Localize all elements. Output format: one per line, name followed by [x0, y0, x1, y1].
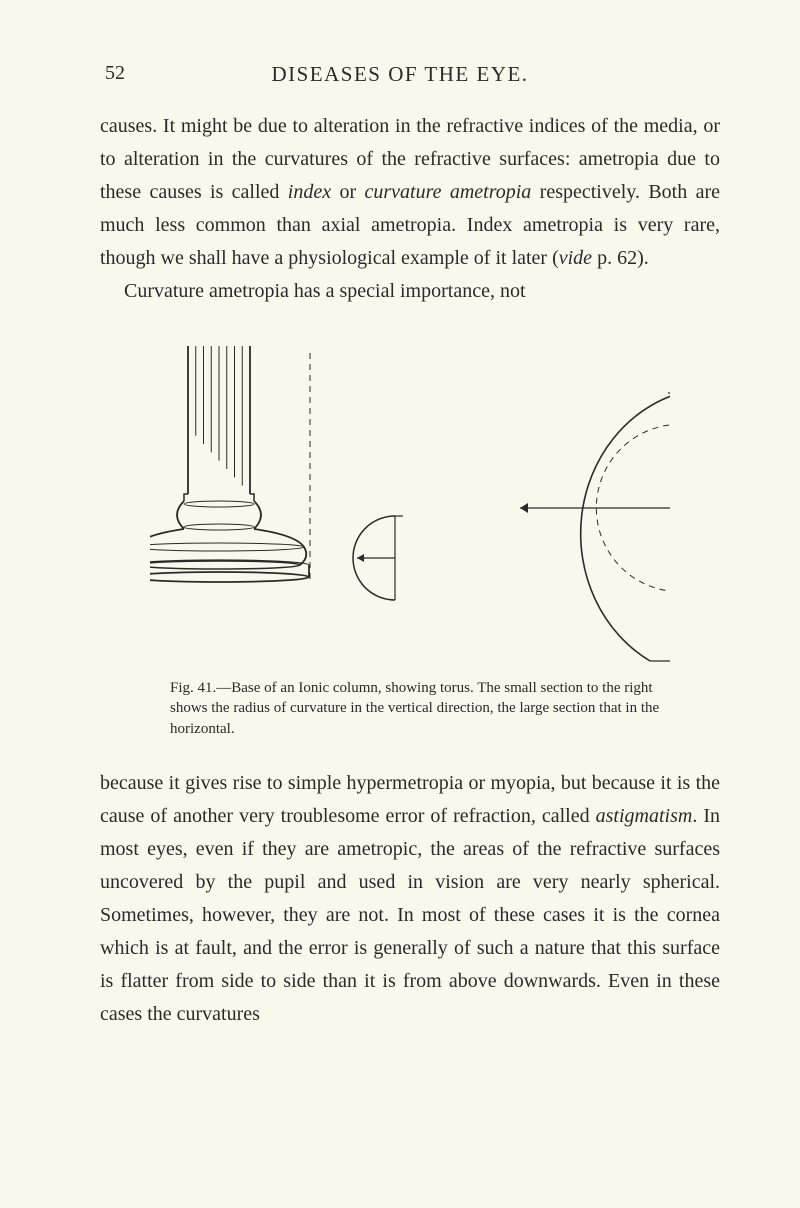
p1-italic-vide: vide [559, 247, 592, 269]
paragraph-1: causes. It might be due to alteration in… [100, 110, 720, 275]
figure-svg [150, 338, 670, 668]
figure-41 [100, 338, 720, 668]
p1-italic-index: index [288, 181, 331, 203]
figure-caption: Fig. 41.—Base of an Ionic column, showin… [170, 678, 670, 739]
paragraph-3: because it gives rise to simple hypermet… [100, 767, 720, 1031]
paragraph-2: Curvature ametropia has a special import… [100, 275, 720, 308]
p1-italic-curvature: curvature ametropia [364, 181, 531, 203]
p1-text-d: p. 62). [592, 247, 649, 269]
p1-text-b: or [331, 181, 364, 203]
p3-italic-astigmatism: astigmatism [596, 805, 693, 827]
p3-text-b: . In most eyes, even if they are ametrop… [100, 805, 720, 1025]
page-title: DISEASES OF THE EYE. [0, 62, 800, 87]
content-area: causes. It might be due to alteration in… [100, 110, 720, 1031]
p2-text: Curvature ametropia has a special import… [124, 280, 526, 302]
